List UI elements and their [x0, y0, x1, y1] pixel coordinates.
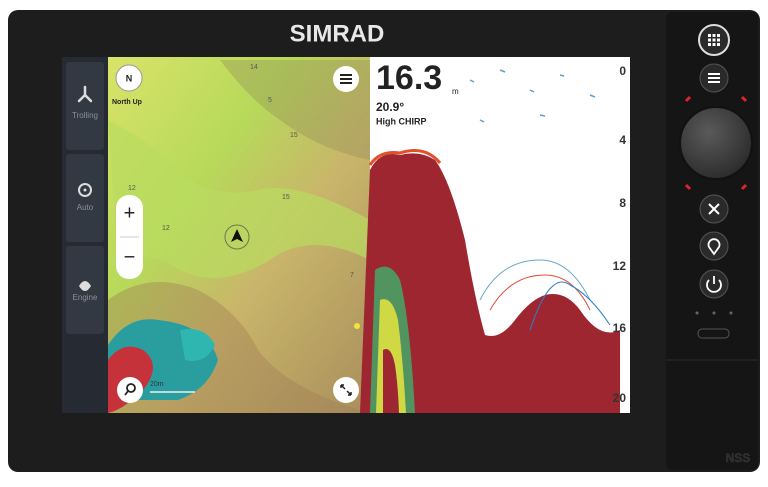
expand-button[interactable] [333, 377, 359, 403]
sidebar-label: Engine [73, 293, 98, 302]
map-menu-button[interactable] [333, 66, 359, 92]
sonar-mode: High CHIRP [376, 116, 427, 126]
menu-key[interactable] [699, 63, 729, 93]
zoom-control: + − [116, 195, 143, 279]
brand: SIMRAD [290, 20, 385, 47]
power-key[interactable] [699, 269, 729, 299]
zoom-out[interactable]: − [124, 246, 136, 268]
model: NSS [726, 451, 751, 465]
card-slot[interactable] [697, 328, 730, 339]
search-button[interactable] [117, 377, 143, 403]
sidebar-engine[interactable]: Engine [66, 246, 104, 334]
chart-map[interactable] [108, 57, 370, 413]
temperature: 20.9° [376, 100, 404, 114]
waypoint-key[interactable] [699, 231, 729, 261]
orientation: North Up [112, 99, 142, 106]
depth-label: 5 [268, 97, 272, 104]
depth-scale-label: 8 [619, 196, 626, 210]
compass-label: N [126, 73, 133, 83]
sidebar-label: Auto [77, 203, 94, 212]
depth-label: 12 [162, 225, 170, 232]
depth-label: 14 [250, 64, 258, 71]
depth-value: 16.3 [376, 59, 442, 97]
depth-label: 15 [282, 194, 290, 201]
map-scale: 20m [150, 381, 164, 388]
depth-label: 12 [128, 185, 136, 192]
sidebar-auto[interactable]: Auto [66, 154, 104, 242]
depth-label: 7 [350, 272, 354, 279]
apps-key[interactable] [698, 24, 730, 56]
depth-scale-label: 4 [619, 133, 626, 147]
depth-scale-label: 20 [613, 391, 627, 405]
cancel-key[interactable] [699, 194, 729, 224]
rotary-knob[interactable] [679, 95, 753, 191]
depth-unit: m [452, 87, 459, 96]
depth-scale-label: 12 [613, 259, 627, 273]
sidebar-label: Trolling [72, 111, 98, 120]
depth-scale-label: 16 [613, 321, 627, 335]
depth-scale-label: 0 [619, 64, 626, 78]
zoom-in[interactable]: + [124, 202, 136, 224]
depth-label: 15 [290, 132, 298, 139]
sonar-view[interactable] [360, 57, 630, 414]
compass-button[interactable]: N [115, 64, 143, 92]
sidebar-trolling[interactable]: Trolling [66, 62, 104, 150]
